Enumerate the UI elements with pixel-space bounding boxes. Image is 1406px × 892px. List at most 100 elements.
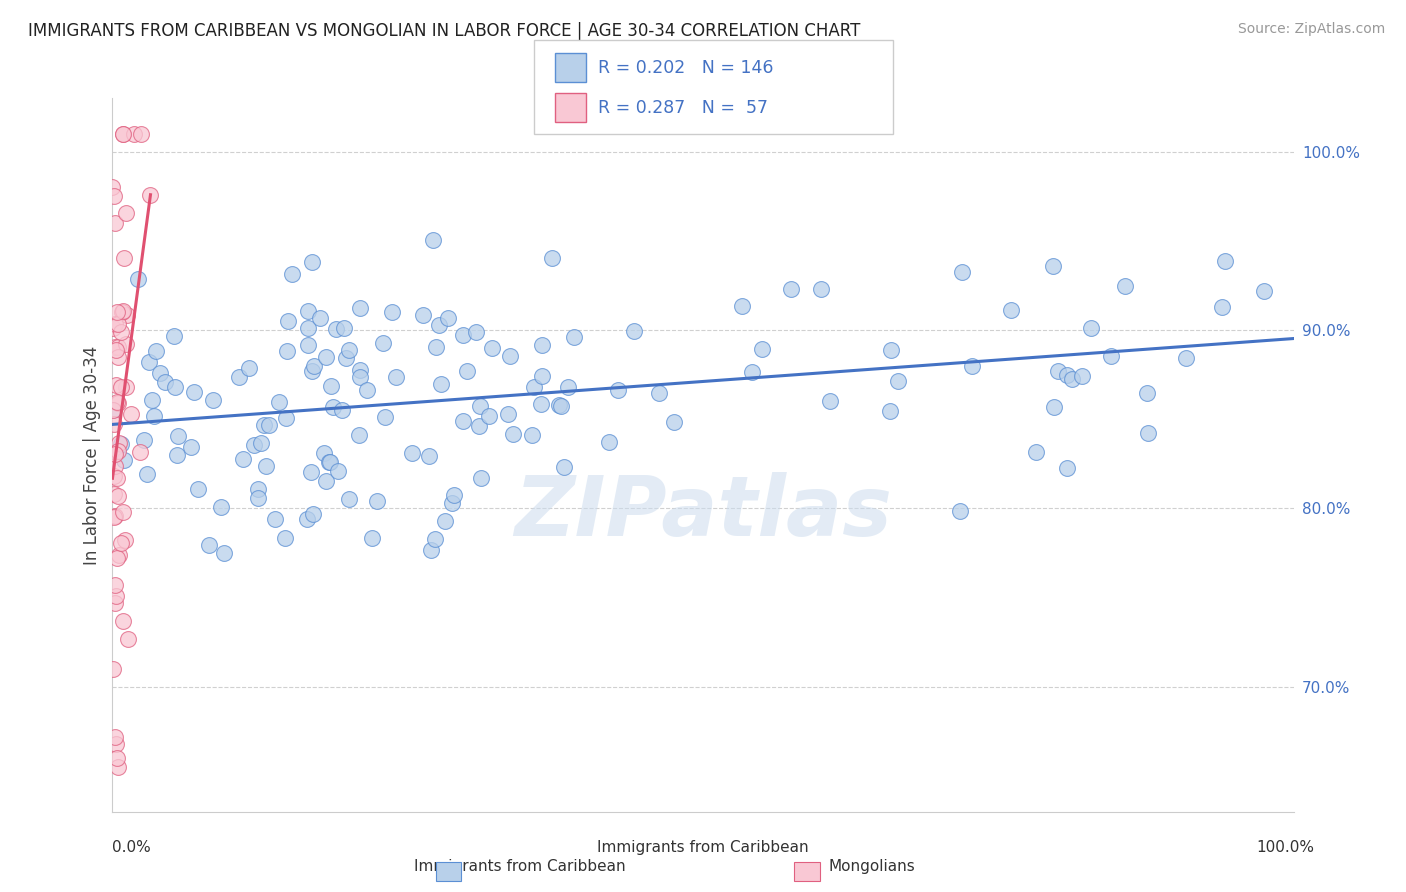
Point (299, 465, 322, 479)
Point (105, 343, 128, 358)
Point (132, 433, 155, 447)
Point (381, 305, 404, 319)
Point (1175, 351, 1198, 365)
Point (1253, 284, 1275, 298)
Point (238, 360, 260, 375)
Point (880, 343, 903, 358)
Point (127, 272, 149, 286)
Point (202, 393, 225, 408)
Point (107, 340, 129, 354)
Point (269, 395, 291, 409)
Point (112, 251, 135, 265)
Point (117, 632, 139, 646)
Text: Mongolians: Mongolians (828, 859, 915, 874)
Point (333, 320, 356, 334)
Point (139, 188, 162, 202)
Point (425, 340, 447, 354)
Point (110, 380, 132, 394)
Point (105, 737, 128, 751)
Point (349, 363, 371, 377)
Point (315, 475, 337, 489)
Point (143, 409, 166, 423)
Point (308, 310, 330, 325)
Point (257, 418, 280, 433)
Point (1056, 368, 1078, 382)
Point (468, 399, 491, 413)
Point (180, 440, 202, 454)
Point (103, 510, 125, 524)
Point (101, 180, 124, 194)
Point (557, 379, 579, 393)
Point (263, 512, 285, 526)
Point (315, 350, 337, 364)
Point (810, 282, 832, 296)
Point (1056, 460, 1078, 475)
Point (301, 364, 323, 378)
Point (297, 304, 319, 318)
Point (879, 404, 901, 418)
Point (110, 536, 132, 550)
Point (366, 494, 388, 508)
Point (420, 542, 443, 557)
Point (297, 321, 319, 335)
Point (356, 383, 378, 397)
Point (1213, 253, 1236, 268)
Point (430, 376, 453, 391)
Point (276, 410, 298, 425)
Text: 100.0%: 100.0% (1257, 840, 1315, 855)
Point (111, 505, 134, 519)
Point (212, 546, 235, 560)
Point (531, 369, 554, 384)
Point (1080, 321, 1102, 335)
Point (149, 366, 172, 380)
Point (550, 399, 572, 413)
Text: 0.0%: 0.0% (112, 840, 152, 855)
Point (104, 596, 127, 610)
Point (318, 455, 340, 469)
Point (120, 408, 142, 422)
Point (297, 338, 319, 352)
Point (124, 127, 146, 141)
Text: Source: ZipAtlas.com: Source: ZipAtlas.com (1237, 22, 1385, 37)
Point (325, 322, 347, 336)
Point (1136, 426, 1159, 441)
Point (209, 500, 232, 514)
Point (104, 377, 127, 392)
Point (141, 393, 163, 408)
Point (349, 301, 371, 315)
Point (115, 206, 138, 220)
Point (104, 578, 127, 592)
Point (301, 507, 323, 521)
Point (451, 414, 474, 428)
Point (349, 369, 371, 384)
Text: ZIPatlas: ZIPatlas (515, 472, 891, 552)
Point (451, 327, 474, 342)
Point (105, 305, 128, 319)
Point (103, 469, 125, 483)
Text: IMMIGRANTS FROM CARIBBEAN VS MONGOLIAN IN LABOR FORCE | AGE 30-34 CORRELATION CH: IMMIGRANTS FROM CARIBBEAN VS MONGOLIAN I… (28, 22, 860, 40)
Point (436, 311, 458, 326)
Point (115, 336, 138, 351)
Point (253, 417, 276, 432)
Point (412, 308, 434, 322)
Point (606, 383, 628, 397)
Point (948, 504, 970, 518)
Point (321, 379, 343, 393)
Point (464, 325, 486, 339)
Point (322, 401, 344, 415)
Point (326, 464, 349, 478)
Point (820, 393, 842, 408)
Point (254, 458, 277, 473)
Point (780, 282, 803, 296)
Point (104, 340, 127, 354)
Point (423, 532, 446, 546)
Point (131, 127, 153, 141)
Point (107, 318, 129, 332)
Point (548, 398, 571, 412)
Point (502, 427, 524, 442)
Point (1025, 445, 1047, 459)
Point (467, 419, 489, 434)
Point (1099, 349, 1122, 363)
Point (104, 317, 127, 331)
Point (418, 450, 440, 464)
